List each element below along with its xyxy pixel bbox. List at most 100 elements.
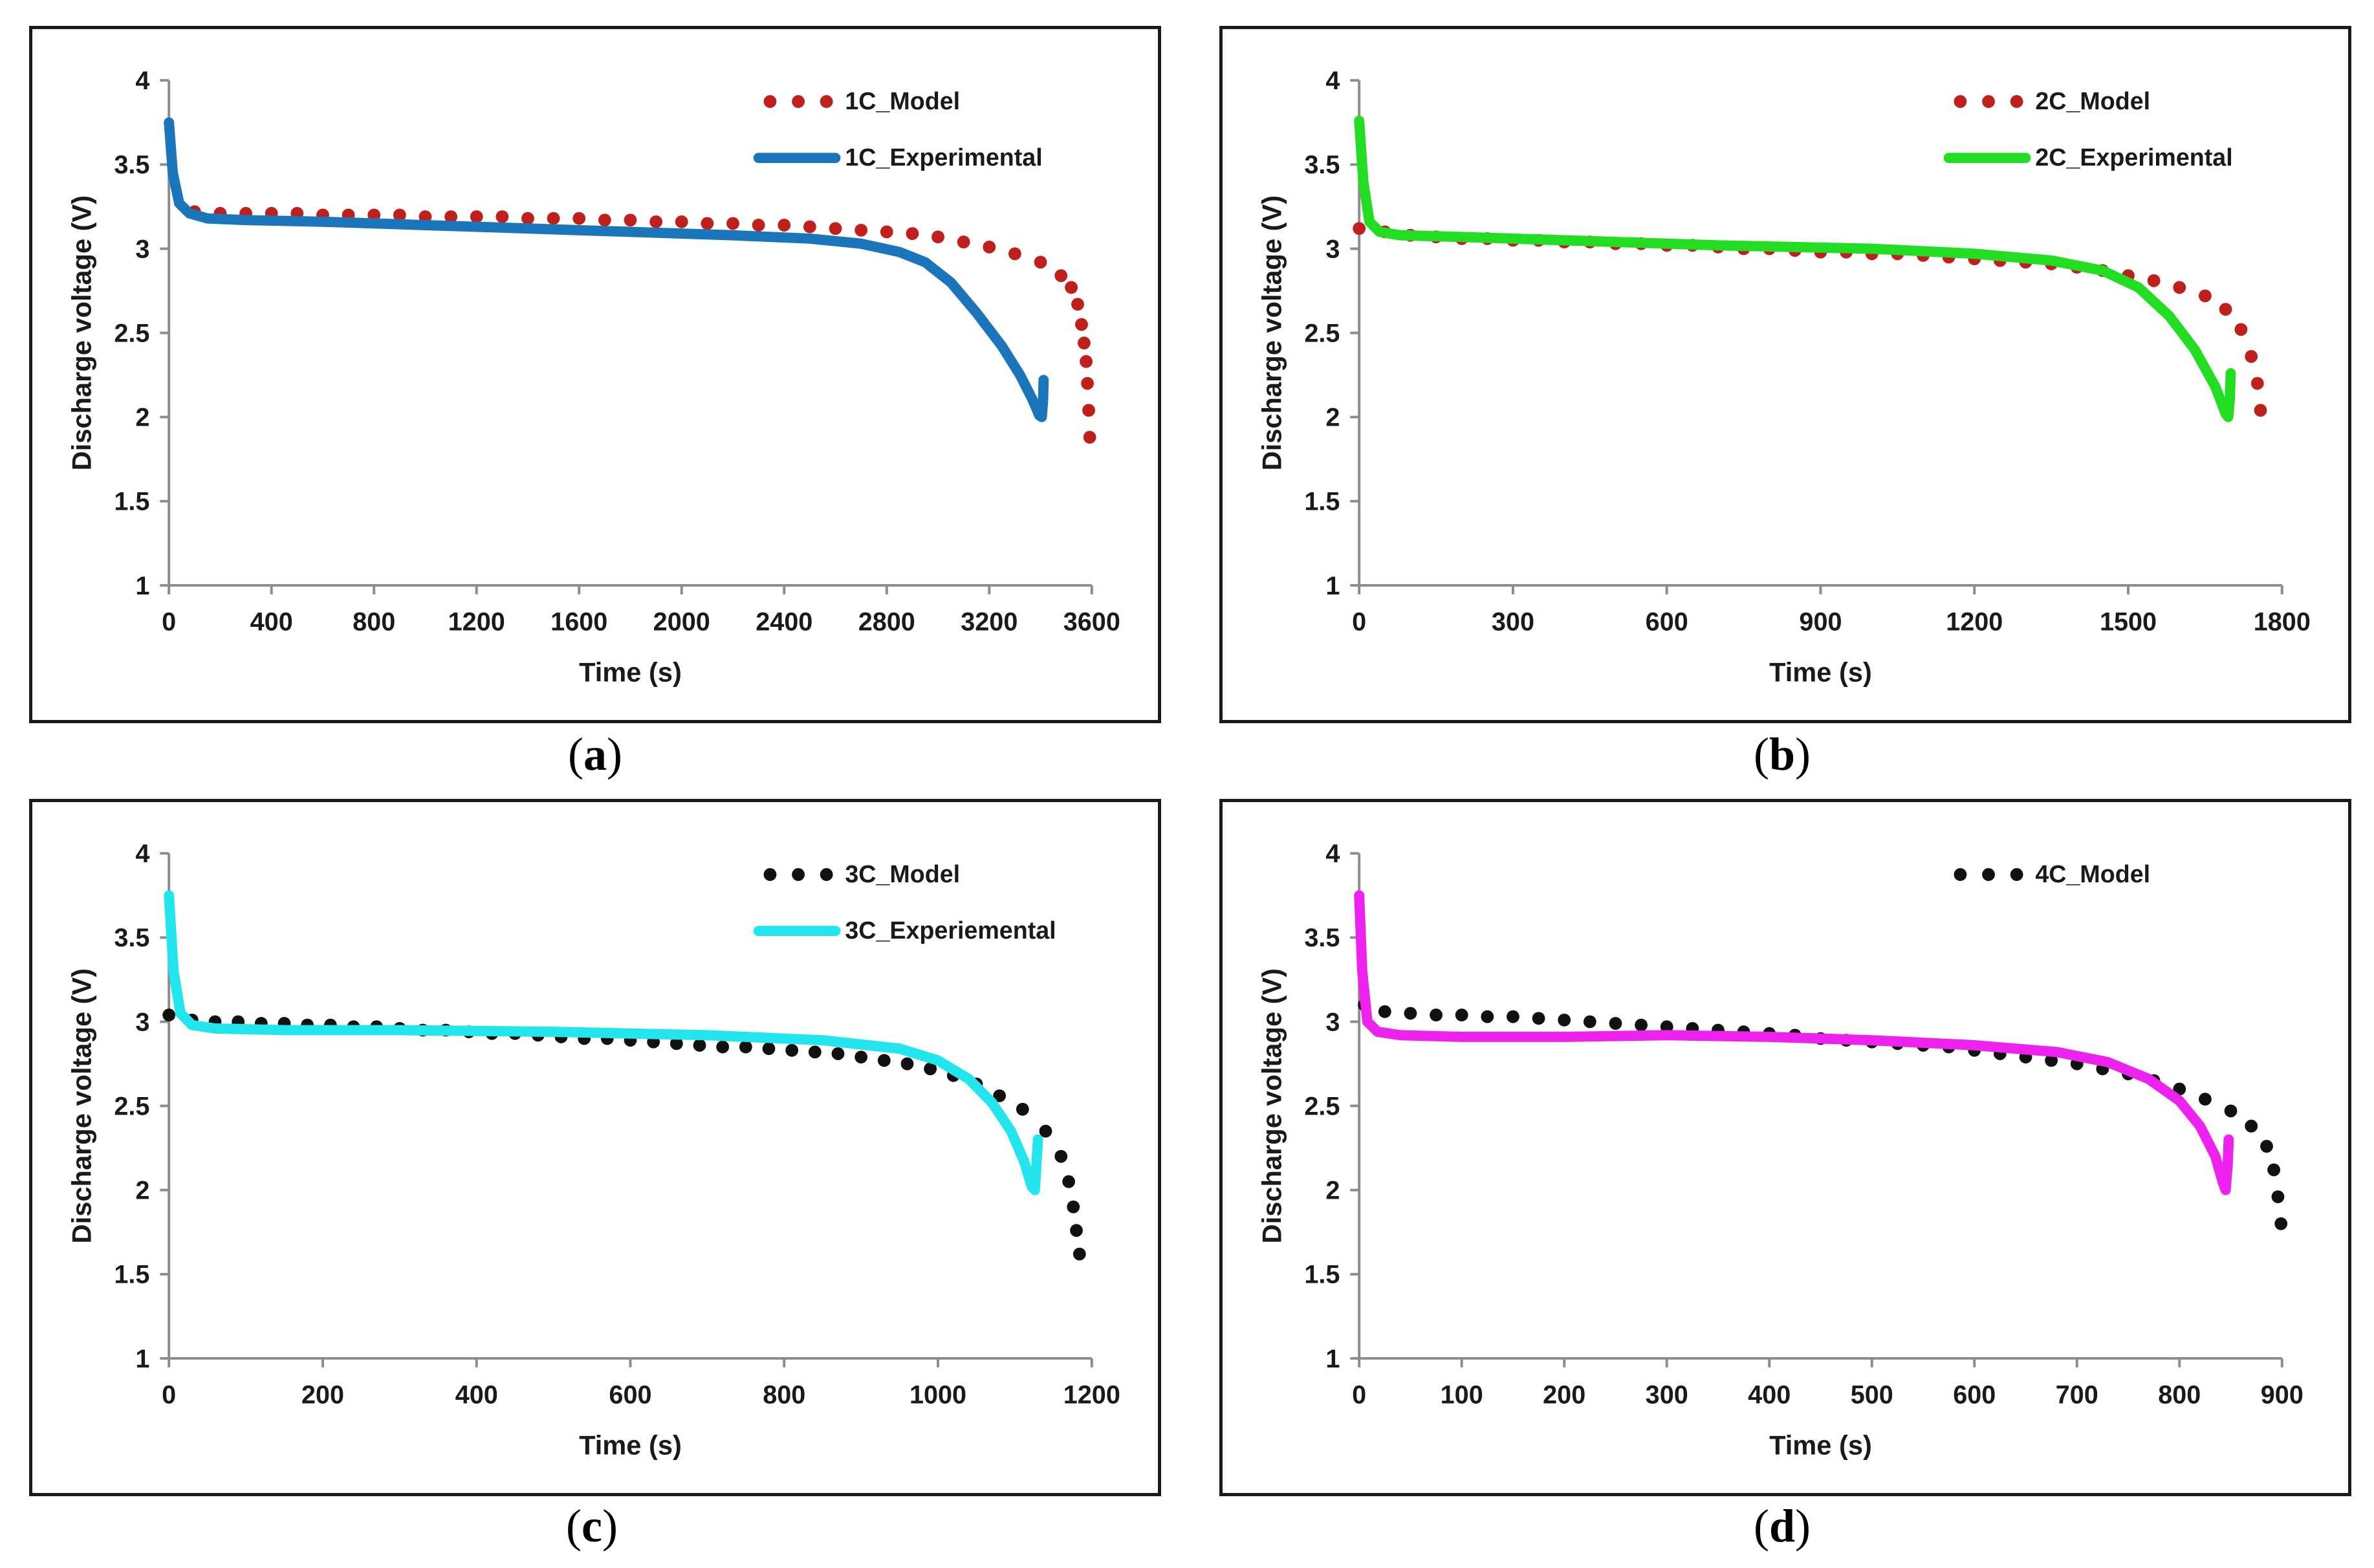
data-point xyxy=(803,220,816,234)
data-point xyxy=(880,225,893,239)
data-point xyxy=(1071,298,1084,311)
legend-marker-4C_Model xyxy=(1982,868,1995,881)
data-point xyxy=(1609,1017,1622,1030)
data-point xyxy=(1430,1008,1443,1021)
x-tick-label: 800 xyxy=(2158,1380,2201,1409)
data-point xyxy=(2199,289,2212,303)
data-point xyxy=(2267,1163,2281,1177)
chart-svg-d: 1 1.5 2 2.5 3 3.5 4 0 100 200 300 400 500 600 700 800 90… xyxy=(1256,840,2303,1460)
data-point xyxy=(1481,1010,1494,1023)
chart-svg-a: 1 1.5 2 2.5 3 3.5 4 0 400 800 1200 1600 2000 2400 2800… xyxy=(66,67,1120,687)
data-point xyxy=(572,212,586,225)
data-point xyxy=(495,210,509,223)
y-axis-label: Discharge voltage (V) xyxy=(66,195,96,470)
data-point xyxy=(1378,1005,1391,1018)
data-point xyxy=(831,1047,845,1060)
legend-marker-2C_Model xyxy=(1982,95,1995,108)
x-tick-label: 1200 xyxy=(448,607,505,636)
y-tick-label: 1 xyxy=(1325,1345,1340,1373)
data-point xyxy=(2234,323,2248,336)
series-line-3C_Experiemental xyxy=(164,890,1043,1195)
y-tick-label: 2 xyxy=(1325,404,1340,432)
data-point xyxy=(521,212,534,225)
caption-d: (d) xyxy=(1753,1500,1811,1552)
data-point xyxy=(2147,274,2161,287)
x-tick-label: 1000 xyxy=(909,1380,966,1409)
data-point xyxy=(1016,1102,1029,1116)
series-line-1C_Experimental xyxy=(164,117,1049,422)
y-tick-label: 1 xyxy=(135,1345,149,1373)
x-tick-label: 2800 xyxy=(858,607,915,636)
y-tick-label: 3.5 xyxy=(1304,924,1340,952)
y-tick-label: 2 xyxy=(135,404,149,432)
y-tick-label: 2.5 xyxy=(1304,1092,1340,1120)
x-tick-label: 700 xyxy=(2056,1380,2098,1409)
y-tick-label: 4 xyxy=(135,840,149,868)
chart-svg-b: 1 1.5 2 2.5 3 3.5 4 0 300 600 900 1200 1500 1800 Time … xyxy=(1256,67,2311,687)
data-point xyxy=(701,217,714,230)
data-point xyxy=(1054,1149,1068,1163)
y-tick-label: 3 xyxy=(135,1008,149,1036)
x-tick-label: 500 xyxy=(1851,1380,1893,1409)
data-point xyxy=(2045,1054,2058,1067)
x-tick-label: 2400 xyxy=(756,607,812,636)
legend-marker-1C_Model xyxy=(792,95,805,108)
data-point xyxy=(931,230,944,244)
chart-panel-a: 1 1.5 2 2.5 3 3.5 4 0 400 800 1200 1600 2000 2400 2800… xyxy=(29,26,1161,723)
data-point xyxy=(547,212,560,225)
data-point xyxy=(726,217,739,230)
data-point xyxy=(2245,1119,2258,1133)
legend-label-3C_Experiemental: 3C_Experiemental xyxy=(845,917,1056,944)
data-point xyxy=(1065,281,1078,294)
data-point xyxy=(924,1062,937,1076)
x-tick-label: 600 xyxy=(1953,1380,1996,1409)
data-point xyxy=(1404,1007,1417,1020)
data-point xyxy=(1062,1175,1076,1188)
x-tick-label: 400 xyxy=(1748,1380,1791,1409)
x-tick-label: 1600 xyxy=(550,607,607,636)
data-point xyxy=(693,1039,706,1052)
series-line-2C_Experimental xyxy=(1354,115,2236,422)
x-tick-label: 200 xyxy=(301,1380,344,1409)
x-tick-label: 600 xyxy=(609,1380,651,1409)
data-point xyxy=(1083,431,1096,444)
data-point xyxy=(2199,1093,2212,1106)
y-tick-label: 2.5 xyxy=(114,319,149,347)
y-tick-label: 3.5 xyxy=(1304,151,1340,179)
y-tick-label: 2.5 xyxy=(114,1092,149,1120)
x-axis-label: Time (s) xyxy=(579,1430,682,1461)
data-point xyxy=(393,208,406,222)
data-point xyxy=(1008,247,1021,261)
data-point xyxy=(1080,354,1093,368)
y-tick-label: 3 xyxy=(135,235,149,263)
data-point xyxy=(1583,1015,1596,1029)
data-point xyxy=(829,222,842,235)
x-tick-label: 3600 xyxy=(1063,607,1120,636)
y-tick-label: 2 xyxy=(135,1177,149,1205)
y-tick-label: 2.5 xyxy=(1304,319,1340,347)
data-point xyxy=(1075,318,1088,331)
caption-b: (b) xyxy=(1753,728,1811,780)
series-3C_Model xyxy=(162,1008,1086,1261)
x-tick-label: 900 xyxy=(2261,1380,2303,1409)
data-point xyxy=(1660,1020,1673,1034)
data-point xyxy=(1073,1247,1086,1261)
data-point xyxy=(444,210,457,223)
data-point xyxy=(598,213,611,227)
y-tick-label: 4 xyxy=(135,67,149,95)
legend-marker-2C_Model xyxy=(1954,95,1967,108)
data-point xyxy=(752,219,765,232)
data-point xyxy=(1081,376,1094,390)
data-point xyxy=(2271,1190,2285,1204)
data-point xyxy=(957,235,970,248)
legend-label-1C_Experimental: 1C_Experimental xyxy=(845,144,1042,171)
y-tick-label: 3.5 xyxy=(114,924,149,952)
x-tick-label: 800 xyxy=(763,1380,805,1409)
y-tick-label: 1.5 xyxy=(1304,1261,1340,1289)
x-tick-label: 400 xyxy=(250,607,293,636)
data-point xyxy=(2274,1217,2288,1230)
x-tick-label: 1200 xyxy=(1946,607,2003,636)
y-tick-label: 1.5 xyxy=(114,488,149,516)
legend-marker-2C_Model xyxy=(2010,95,2023,108)
y-tick-label: 1.5 xyxy=(114,1261,149,1289)
